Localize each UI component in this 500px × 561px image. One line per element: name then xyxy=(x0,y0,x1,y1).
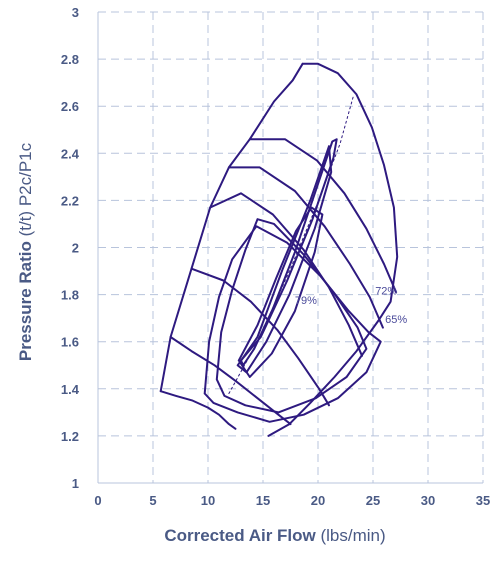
x-tick-label: 0 xyxy=(94,493,101,508)
y-tick-label: 1 xyxy=(72,476,79,491)
x-tick-label: 35 xyxy=(476,493,490,508)
x-tick-label: 15 xyxy=(256,493,270,508)
x-axis-title: Corrected Air Flow (lbs/min) xyxy=(164,526,385,545)
y-tick-label: 2 xyxy=(72,241,79,256)
grid xyxy=(97,11,484,484)
y-tick-label: 1.2 xyxy=(61,429,79,444)
x-tick-label: 10 xyxy=(201,493,215,508)
x-tick-label: 25 xyxy=(366,493,380,508)
surge-line xyxy=(159,62,304,393)
outer-boundary-line xyxy=(267,62,399,437)
y-tick-label: 1.4 xyxy=(61,382,80,397)
efficiency-island-4 xyxy=(215,218,368,414)
efficiency-label-65: 65% xyxy=(385,314,407,326)
x-tick-labels: 0 5 10 15 20 25 30 35 xyxy=(94,493,490,508)
efficiency-label-79: 79% xyxy=(295,295,317,307)
speed-line-1 xyxy=(159,390,237,430)
efficiency-island-5 xyxy=(203,225,382,423)
y-axis-title: Pressure Ratio (t/t) P2c/P1c xyxy=(16,142,35,361)
efficiency-island-3 xyxy=(237,206,324,378)
y-tick-labels: 1 1.2 1.4 1.6 1.8 2 2.2 2.4 2.6 2.8 3 xyxy=(61,5,80,491)
y-tick-label: 2.4 xyxy=(61,146,80,161)
efficiency-island-2 xyxy=(236,145,333,374)
plot-area: 79% 72% 65% xyxy=(159,62,407,437)
y-tick-label: 2.6 xyxy=(61,99,79,114)
speed-line-2 xyxy=(169,336,292,426)
y-tick-label: 1.6 xyxy=(61,335,79,350)
x-tick-label: 30 xyxy=(421,493,435,508)
speed-line-4 xyxy=(209,192,363,357)
y-tick-label: 2.2 xyxy=(61,193,79,208)
x-tick-label: 5 xyxy=(149,493,156,508)
y-tick-label: 2.8 xyxy=(61,52,79,67)
efficiency-label-72: 72% xyxy=(375,286,397,298)
speed-line-3 xyxy=(190,267,330,407)
speed-line-5 xyxy=(227,166,384,329)
y-tick-label: 1.8 xyxy=(61,288,79,303)
x-tick-label: 20 xyxy=(311,493,325,508)
y-tick-label: 3 xyxy=(72,5,79,20)
efficiency-island-1 xyxy=(240,138,338,367)
dotted-center-line xyxy=(228,96,354,394)
speed-line-6 xyxy=(248,138,398,294)
